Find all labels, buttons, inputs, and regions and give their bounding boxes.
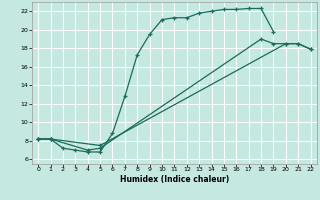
X-axis label: Humidex (Indice chaleur): Humidex (Indice chaleur) [120, 175, 229, 184]
